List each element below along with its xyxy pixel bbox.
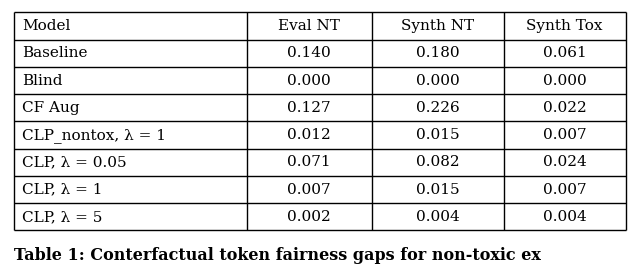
Text: 0.022: 0.022 (543, 101, 587, 115)
Text: 0.007: 0.007 (543, 183, 586, 197)
Text: 0.000: 0.000 (416, 74, 460, 87)
Text: 0.007: 0.007 (543, 128, 586, 142)
Text: Blind: Blind (22, 74, 63, 87)
Text: 0.015: 0.015 (416, 183, 460, 197)
Text: CLP, λ = 1: CLP, λ = 1 (22, 183, 103, 197)
Text: Table 1: Conterfactual token fairness gaps for non-toxic ex: Table 1: Conterfactual token fairness ga… (14, 247, 541, 264)
Text: 0.015: 0.015 (416, 128, 460, 142)
Text: 0.127: 0.127 (287, 101, 331, 115)
Text: 0.082: 0.082 (416, 155, 460, 169)
Text: 0.004: 0.004 (543, 210, 587, 224)
Text: 0.024: 0.024 (543, 155, 587, 169)
Text: 0.061: 0.061 (543, 46, 587, 60)
Text: Synth NT: Synth NT (401, 19, 474, 33)
Text: 0.000: 0.000 (287, 74, 331, 87)
Text: 0.000: 0.000 (543, 74, 587, 87)
Text: 0.180: 0.180 (416, 46, 460, 60)
Text: CLP, λ = 0.05: CLP, λ = 0.05 (22, 155, 127, 169)
Text: CF Aug: CF Aug (22, 101, 80, 115)
Text: 0.226: 0.226 (416, 101, 460, 115)
Text: 0.140: 0.140 (287, 46, 331, 60)
Text: 0.012: 0.012 (287, 128, 331, 142)
Text: 0.002: 0.002 (287, 210, 331, 224)
Text: CLP_nontox, λ = 1: CLP_nontox, λ = 1 (22, 128, 166, 142)
Text: Model: Model (22, 19, 71, 33)
Text: 0.071: 0.071 (287, 155, 331, 169)
Text: CLP, λ = 5: CLP, λ = 5 (22, 210, 103, 224)
Text: Eval NT: Eval NT (278, 19, 340, 33)
Text: Baseline: Baseline (22, 46, 88, 60)
Text: 0.004: 0.004 (416, 210, 460, 224)
Text: 0.007: 0.007 (287, 183, 331, 197)
Text: Synth Tox: Synth Tox (527, 19, 603, 33)
